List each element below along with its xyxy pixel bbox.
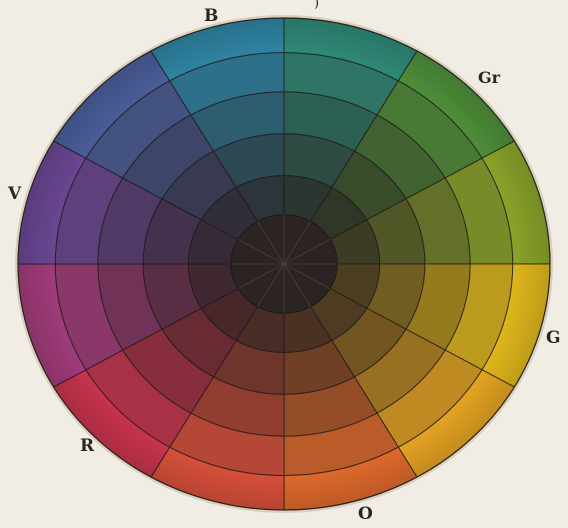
label-red: R — [80, 436, 95, 456]
wheel-shading — [18, 18, 550, 510]
label-yellow: G — [546, 328, 561, 348]
top-mark: ) — [314, 0, 320, 11]
label-blue: B — [204, 6, 219, 26]
label-violet: V — [8, 184, 22, 204]
label-orange: O — [358, 504, 373, 524]
label-green-blue: Gr — [478, 68, 501, 87]
wheel-border — [17, 17, 551, 511]
